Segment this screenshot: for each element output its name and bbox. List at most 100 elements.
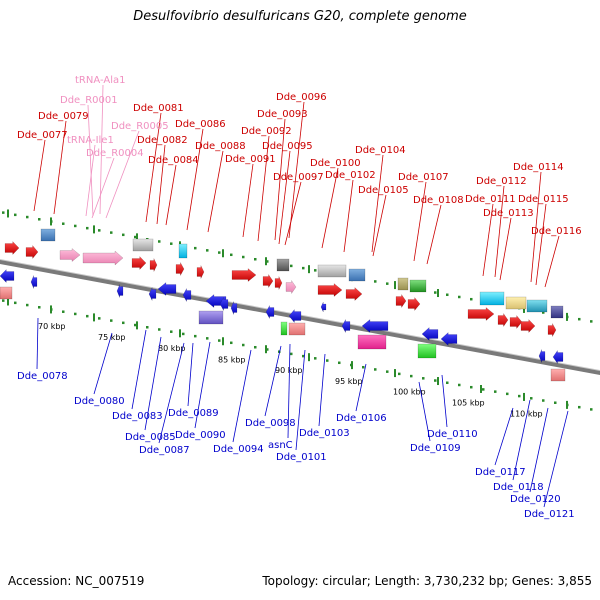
leader-line — [321, 167, 339, 249]
scale-dot — [410, 374, 413, 378]
leader-line — [158, 342, 185, 444]
gene-box-cyan — [178, 243, 188, 259]
scale-dot — [374, 368, 377, 371]
scale-dot — [170, 330, 173, 333]
leader-line — [544, 235, 560, 288]
gene-label-reverse: Dde_0118 — [493, 399, 544, 493]
scale-dot — [314, 357, 317, 360]
gene-label-text: Dde_0114 — [513, 162, 564, 173]
leader-line — [535, 203, 547, 286]
scale-dot — [530, 397, 533, 400]
gene-label-forward: Dde_0077 — [17, 130, 68, 212]
leader-line — [318, 353, 326, 427]
scale-dot — [110, 231, 113, 234]
scale-dot — [218, 251, 221, 254]
scale-dot — [134, 323, 137, 327]
accession-text: Accession: NC_007519 — [8, 574, 145, 588]
gene-label-text: Dde_0087 — [139, 445, 190, 456]
scale-dot — [74, 312, 77, 316]
gene-label-text: Dde_0110 — [427, 429, 478, 440]
scale-dot — [434, 291, 437, 294]
rna-gene-arrow — [59, 247, 81, 263]
gene-label-text: Dde_0077 — [17, 130, 68, 141]
gene-label-text: Dde_0086 — [175, 119, 226, 130]
scale-dot — [578, 405, 581, 409]
scale-dot — [218, 339, 221, 342]
gene-box-steel — [348, 268, 366, 282]
scale-dot — [230, 341, 233, 345]
scale-dot — [230, 253, 233, 257]
reverse-gene-arrow — [288, 308, 302, 324]
gene-box-salmon — [0, 286, 13, 300]
gene-label-text: Dde_0096 — [276, 92, 327, 103]
leader-line — [207, 150, 224, 233]
gene-label-reverse: Dde_0121 — [524, 410, 575, 520]
gene-label-reverse: Dde_0117 — [475, 407, 526, 478]
reverse-gene-arrow — [265, 304, 275, 320]
forward-gene-arrow — [262, 273, 274, 289]
gene-box-salmon — [288, 322, 306, 336]
leader-line — [355, 363, 367, 412]
gene-label-text: tRNA-Ala1 — [75, 75, 125, 86]
gene-box-gray — [317, 264, 347, 278]
scale-dot — [14, 301, 17, 305]
gene-label-text: Dde_0107 — [398, 172, 449, 183]
scale-dot — [554, 401, 557, 404]
reverse-gene-arrow — [182, 287, 192, 303]
gene-label-text: Dde_0095 — [262, 141, 313, 152]
reverse-gene-arrow — [320, 301, 327, 313]
scale-dot — [518, 394, 521, 398]
leader-line — [99, 84, 104, 215]
kbp-label: 70 kbp — [38, 322, 66, 331]
scale-dot — [446, 381, 449, 385]
gene-box-green — [280, 321, 288, 336]
leader-line — [529, 407, 549, 493]
rna-gene-arrow — [82, 250, 124, 266]
gene-label-text: Dde_0098 — [245, 418, 296, 429]
reverse-gene-arrow — [341, 318, 351, 334]
scale-dot — [26, 303, 29, 307]
gene-label-reverse: Dde_0087 — [139, 342, 190, 456]
scale-dot — [122, 233, 125, 237]
scale-dot — [482, 388, 485, 391]
gene-box-green — [417, 343, 437, 359]
gene-label-text: Dde_0108 — [413, 195, 464, 206]
scale-dot — [2, 299, 5, 302]
leader-line — [499, 217, 512, 281]
scale-dot — [458, 295, 461, 299]
leader-line — [53, 120, 67, 215]
scale-dot — [398, 372, 401, 376]
kbp-label: 110 kbp — [510, 409, 543, 418]
leader-line — [186, 128, 204, 231]
bottom-scale-row — [2, 297, 593, 411]
scale-dot — [374, 280, 377, 283]
gene-label-text: Dde_0079 — [38, 111, 89, 122]
scale-dot — [98, 317, 101, 320]
gene-label-forward: Dde_0100 — [310, 158, 361, 249]
gene-label-forward: Dde_R0001 — [60, 95, 118, 217]
scale-dot — [386, 282, 389, 285]
gene-label-text: Dde_0097 — [273, 172, 324, 183]
gene-label-text: Dde_R0001 — [60, 95, 118, 106]
scale-dot — [194, 246, 197, 250]
scale-dot — [434, 379, 437, 382]
leader-line — [187, 342, 194, 407]
leader-line — [371, 154, 384, 253]
gene-label-text: Dde_0082 — [137, 135, 188, 146]
scale-dot — [458, 383, 461, 387]
forward-gene-arrow — [25, 244, 39, 260]
gene-label-text: Dde_0120 — [510, 494, 561, 505]
kbp-label: 105 kbp — [452, 399, 485, 408]
scale-dot — [86, 226, 89, 230]
gene-box-navy — [550, 305, 564, 319]
scale-dot — [494, 390, 497, 393]
scale-dot — [206, 249, 209, 252]
leader-line — [232, 349, 252, 443]
forward-gene-arrow — [4, 240, 20, 256]
gene-label-forward: Dde_0097 — [273, 172, 324, 246]
gene-box-darkgray — [276, 258, 290, 272]
forward-gene-arrow — [317, 282, 343, 298]
scale-dot — [158, 328, 161, 331]
kbp-label: 80 kbp — [158, 344, 186, 353]
